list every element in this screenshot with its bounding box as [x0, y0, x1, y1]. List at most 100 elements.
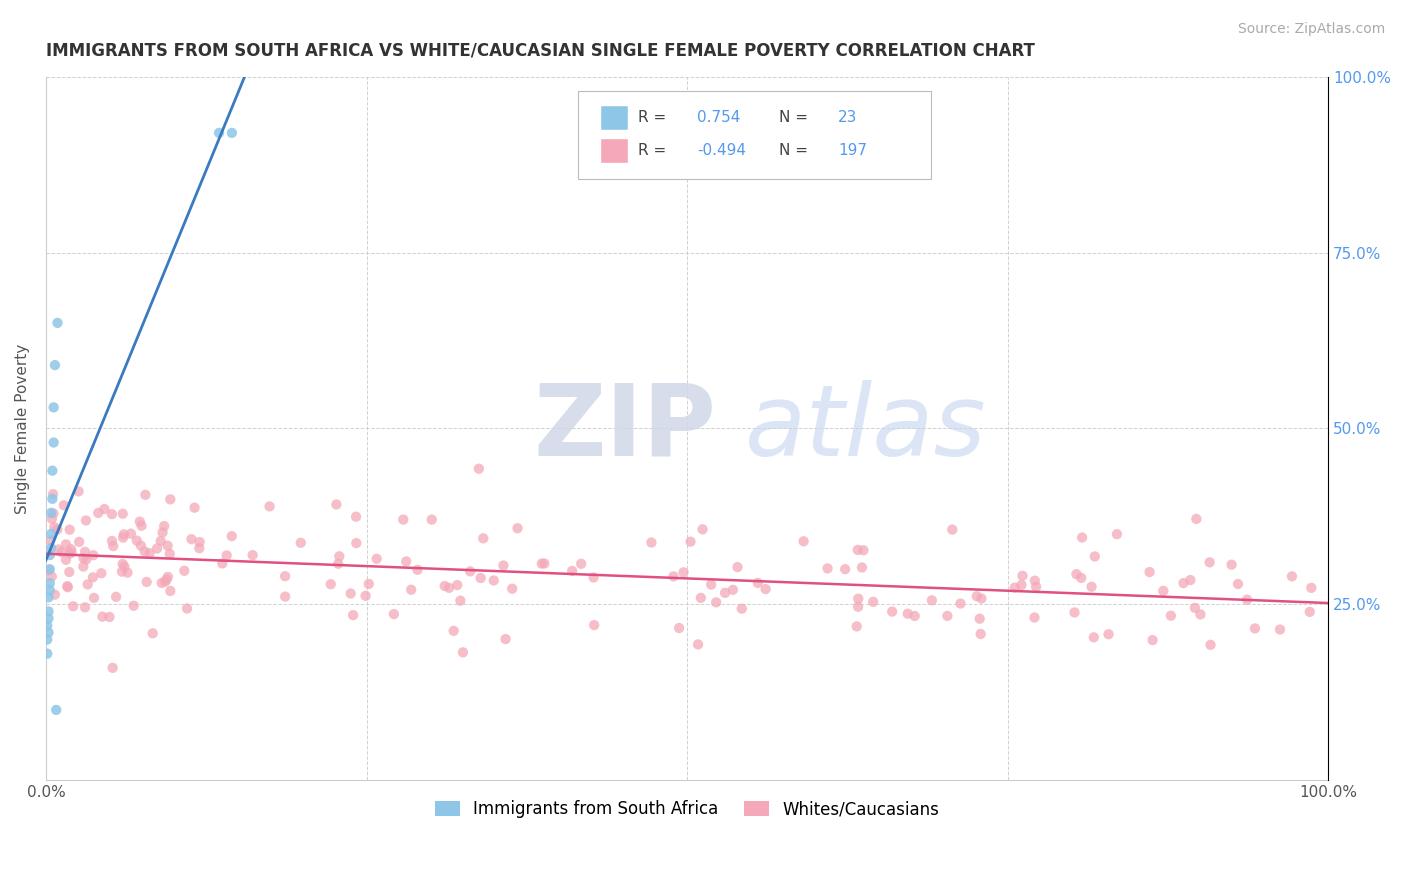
Point — [73, 545, 96, 559]
Point — [41, 491, 63, 506]
Point — [38, 548, 60, 562]
Bar — [600, 138, 628, 163]
Point — [120, 526, 142, 541]
Point — [55, 553, 77, 567]
Point — [67, 484, 90, 499]
Point — [117, 566, 139, 580]
Point — [159, 547, 181, 561]
Point — [37, 632, 59, 647]
Point — [38, 625, 60, 640]
Text: N =: N = — [779, 110, 808, 125]
Point — [731, 601, 754, 615]
Point — [37, 618, 59, 632]
Point — [443, 624, 465, 638]
Point — [60, 546, 83, 560]
Point — [325, 498, 347, 512]
Point — [1220, 558, 1243, 572]
Point — [90, 566, 112, 581]
Point — [458, 565, 481, 579]
Point — [793, 534, 815, 549]
Point — [470, 571, 492, 585]
Text: 23: 23 — [838, 110, 858, 125]
Point — [152, 525, 174, 540]
Point — [472, 532, 495, 546]
Point — [93, 502, 115, 516]
Point — [131, 518, 153, 533]
Point — [242, 548, 264, 562]
Point — [1236, 592, 1258, 607]
Point — [1184, 600, 1206, 615]
Text: R =: R = — [638, 110, 666, 125]
Point — [354, 589, 377, 603]
Point — [39, 541, 62, 555]
Point — [328, 557, 350, 571]
Point — [482, 574, 505, 588]
Point — [1244, 622, 1267, 636]
Point — [846, 542, 869, 557]
Bar — [600, 105, 628, 129]
Point — [153, 519, 176, 533]
Legend: Immigrants from South Africa, Whites/Caucasians: Immigrants from South Africa, Whites/Cau… — [429, 793, 946, 825]
Point — [328, 549, 350, 564]
Point — [221, 529, 243, 543]
Point — [38, 562, 60, 576]
Point — [492, 558, 515, 573]
Point — [834, 562, 856, 576]
Point — [215, 549, 238, 563]
Point — [56, 579, 79, 593]
Point — [39, 527, 62, 541]
Point — [319, 577, 342, 591]
Point — [101, 507, 124, 521]
Point — [969, 612, 991, 626]
Text: 197: 197 — [838, 143, 868, 158]
Point — [173, 564, 195, 578]
Point — [1010, 578, 1032, 592]
Point — [668, 621, 690, 635]
Point — [41, 569, 63, 583]
Point — [150, 576, 173, 591]
Point — [73, 600, 96, 615]
Point — [180, 532, 202, 546]
Point — [399, 582, 422, 597]
Point — [87, 506, 110, 520]
Point — [449, 593, 471, 607]
Point — [921, 593, 943, 607]
Point — [1083, 631, 1105, 645]
Point — [156, 570, 179, 584]
Point — [134, 544, 156, 558]
Point — [420, 512, 443, 526]
Point — [569, 557, 592, 571]
Point — [183, 500, 205, 515]
Point — [76, 577, 98, 591]
Point — [1173, 576, 1195, 591]
Point — [1180, 573, 1202, 587]
Point — [208, 126, 231, 140]
Point — [495, 632, 517, 646]
Point — [949, 597, 972, 611]
Point — [44, 588, 66, 602]
Point — [51, 545, 73, 559]
Point — [501, 582, 523, 596]
Point — [446, 578, 468, 592]
Point — [48, 542, 70, 557]
Point — [451, 645, 474, 659]
Point — [42, 401, 65, 415]
Point — [56, 580, 79, 594]
FancyBboxPatch shape — [578, 91, 931, 178]
Point — [583, 618, 606, 632]
Point — [125, 533, 148, 548]
Text: ZIP: ZIP — [533, 380, 716, 477]
Point — [259, 500, 281, 514]
Point — [1185, 512, 1208, 526]
Point — [366, 551, 388, 566]
Point — [98, 610, 121, 624]
Point — [395, 554, 418, 568]
Point — [159, 492, 181, 507]
Point — [75, 552, 97, 566]
Point — [941, 523, 963, 537]
Point — [755, 582, 778, 596]
Point — [342, 608, 364, 623]
Point — [112, 531, 135, 545]
Point — [344, 536, 367, 550]
Point — [1160, 608, 1182, 623]
